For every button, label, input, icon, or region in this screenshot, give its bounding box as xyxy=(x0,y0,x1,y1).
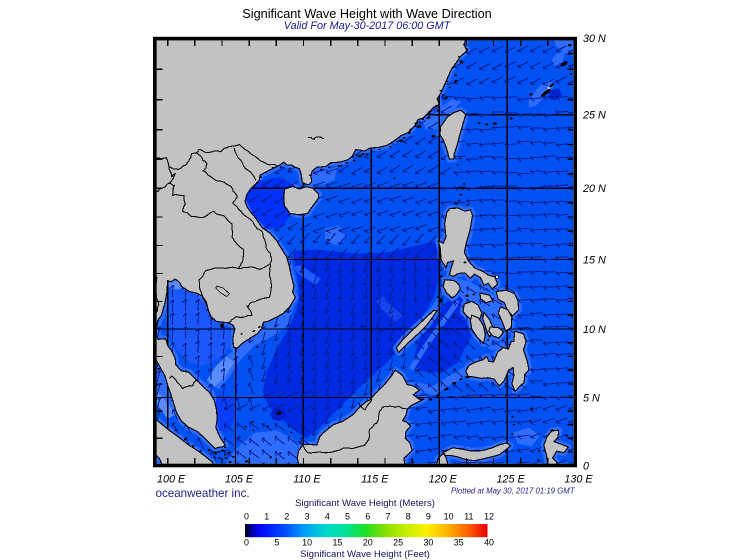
svg-text:5 N: 5 N xyxy=(583,393,600,405)
svg-text:3: 3 xyxy=(305,512,310,522)
svg-text:130 E: 130 E xyxy=(564,474,593,486)
svg-text:10: 10 xyxy=(444,512,454,522)
svg-text:4: 4 xyxy=(325,512,330,522)
svg-text:8: 8 xyxy=(406,512,411,522)
svg-text:110 E: 110 E xyxy=(293,474,321,486)
svg-text:5: 5 xyxy=(274,537,279,547)
svg-text:1: 1 xyxy=(264,512,269,522)
svg-text:7: 7 xyxy=(386,512,391,522)
svg-text:0: 0 xyxy=(244,537,249,547)
svg-text:Significant Wave Height with W: Significant Wave Height with Wave Direct… xyxy=(242,7,491,21)
svg-text:25: 25 xyxy=(393,537,403,547)
svg-text:2: 2 xyxy=(284,512,289,522)
svg-text:Valid For May-30-2017 06:00 GM: Valid For May-30-2017 06:00 GMT xyxy=(284,20,452,32)
svg-text:35: 35 xyxy=(454,537,464,547)
svg-text:Significant Wave Height (Meter: Significant Wave Height (Meters) xyxy=(295,498,435,509)
svg-text:15 N: 15 N xyxy=(583,255,606,267)
svg-text:5: 5 xyxy=(345,512,350,522)
svg-text:10: 10 xyxy=(302,537,312,547)
svg-text:105 E: 105 E xyxy=(225,474,254,486)
svg-text:100 E: 100 E xyxy=(157,474,186,486)
svg-text:20: 20 xyxy=(363,537,373,547)
svg-text:Plotted at May 30, 2017 01:19: Plotted at May 30, 2017 01:19 GMT xyxy=(451,487,576,496)
svg-text:0: 0 xyxy=(244,512,249,522)
svg-text:12: 12 xyxy=(484,512,494,522)
svg-text:0: 0 xyxy=(583,461,589,473)
svg-text:15: 15 xyxy=(332,537,342,547)
svg-text:40: 40 xyxy=(484,537,494,547)
svg-text:9: 9 xyxy=(426,512,431,522)
svg-text:115 E: 115 E xyxy=(361,474,389,486)
svg-text:30: 30 xyxy=(423,537,433,547)
svg-text:125 E: 125 E xyxy=(496,474,525,486)
svg-text:Significant Wave Height (Feet): Significant Wave Height (Feet) xyxy=(300,549,430,560)
svg-text:120 E: 120 E xyxy=(429,474,458,486)
svg-text:6: 6 xyxy=(365,512,370,522)
svg-text:oceanweather inc.: oceanweather inc. xyxy=(156,487,250,500)
svg-text:10 N: 10 N xyxy=(583,324,606,336)
svg-text:20 N: 20 N xyxy=(582,183,606,195)
svg-text:25 N: 25 N xyxy=(582,110,606,122)
svg-text:30 N: 30 N xyxy=(583,33,606,45)
svg-text:11: 11 xyxy=(464,512,473,522)
